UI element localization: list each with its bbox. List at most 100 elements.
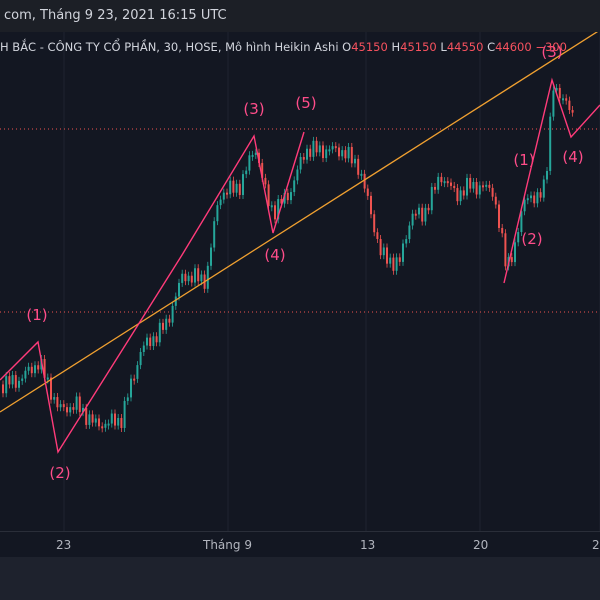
elliott-wave-lines[interactable] bbox=[0, 131, 305, 454]
candle-body bbox=[14, 375, 17, 388]
price-levels bbox=[0, 128, 600, 313]
candle-body bbox=[392, 257, 395, 271]
legend-h-value: 45150 bbox=[400, 40, 437, 54]
candle-body bbox=[341, 150, 344, 157]
candle-body bbox=[354, 158, 356, 164]
candle-body bbox=[158, 322, 161, 343]
candle-body bbox=[286, 192, 289, 201]
x-tick: 23 bbox=[56, 538, 72, 552]
candle-body bbox=[94, 418, 97, 423]
candle-body bbox=[411, 213, 414, 226]
candle-body bbox=[386, 247, 388, 264]
candle-body bbox=[325, 149, 328, 159]
candle-body bbox=[98, 418, 100, 427]
candle-body bbox=[251, 154, 254, 157]
candle-body bbox=[226, 192, 228, 195]
candle-body bbox=[152, 336, 155, 347]
candle-body bbox=[123, 400, 126, 428]
candle-body bbox=[398, 257, 401, 262]
candle-body bbox=[366, 188, 369, 196]
candle-body bbox=[146, 337, 148, 346]
candle-body bbox=[344, 150, 347, 159]
candle-body bbox=[482, 185, 484, 188]
candle-body bbox=[446, 181, 449, 184]
candle-body bbox=[2, 384, 4, 394]
candle-body bbox=[101, 426, 104, 429]
grid bbox=[63, 32, 600, 531]
candle-body bbox=[517, 232, 520, 243]
candle-body bbox=[501, 227, 504, 234]
candle-body bbox=[318, 145, 321, 153]
candle-body bbox=[306, 148, 308, 160]
candle-body bbox=[43, 359, 46, 378]
candle-body bbox=[322, 145, 324, 159]
candle-body bbox=[440, 176, 443, 183]
candle-body bbox=[82, 407, 84, 413]
candle-body bbox=[181, 273, 184, 283]
candle-body bbox=[555, 87, 558, 91]
candle-body bbox=[459, 190, 462, 202]
wave-label: (5) bbox=[295, 94, 316, 112]
candle-body bbox=[334, 146, 337, 149]
candle-body bbox=[133, 378, 136, 381]
legend-title: H BẮC - CÔNG TY CỔ PHẦN, 30, HOSE, Mô hì… bbox=[0, 40, 339, 54]
candle-body bbox=[66, 407, 68, 413]
candle-body bbox=[258, 152, 260, 163]
wave-label: (1) bbox=[513, 151, 534, 169]
candle-body bbox=[312, 140, 315, 157]
candle-body bbox=[37, 365, 40, 370]
legend-o-label: O bbox=[342, 40, 352, 54]
candle-body bbox=[434, 186, 436, 190]
candle-body bbox=[542, 179, 545, 198]
candle-body bbox=[248, 155, 251, 171]
candle-body bbox=[290, 192, 292, 201]
candle-body bbox=[136, 365, 139, 379]
candle-body bbox=[78, 396, 81, 413]
candle-body bbox=[254, 152, 257, 155]
candle-body bbox=[491, 187, 494, 197]
candle-body bbox=[171, 305, 174, 323]
x-axis[interactable]: 23 Tháng 9 13 20 2 bbox=[0, 531, 600, 558]
candle-body bbox=[565, 98, 568, 101]
candle-body bbox=[30, 366, 33, 374]
candle-body bbox=[85, 407, 88, 425]
legend-h-label: H bbox=[391, 40, 401, 54]
wave-label: (4) bbox=[264, 246, 285, 264]
candle-body bbox=[456, 188, 459, 202]
candle-body bbox=[270, 205, 273, 208]
candle-body bbox=[469, 177, 472, 189]
candle-body bbox=[552, 90, 555, 117]
candle-body bbox=[267, 184, 270, 206]
candle-body bbox=[91, 414, 94, 423]
candle-body bbox=[475, 182, 478, 195]
candle-body bbox=[53, 397, 56, 400]
candle-body bbox=[149, 337, 152, 347]
candle-body bbox=[389, 257, 392, 264]
candle-body bbox=[242, 174, 244, 196]
elliott-wave-lines-2[interactable] bbox=[503, 77, 600, 284]
candle-body bbox=[418, 207, 420, 215]
candle-body bbox=[299, 157, 302, 170]
bottom-bar bbox=[0, 557, 600, 600]
candle-body bbox=[466, 177, 468, 196]
candle-body bbox=[373, 214, 376, 233]
candle-body bbox=[421, 207, 424, 222]
candle-body bbox=[210, 247, 212, 266]
candle-body bbox=[142, 345, 145, 352]
x-tick: Tháng 9 bbox=[203, 538, 252, 552]
legend-c-label: C bbox=[487, 40, 496, 54]
candle-body bbox=[302, 157, 305, 160]
candle-body bbox=[293, 180, 296, 193]
wave-label: (3) bbox=[541, 43, 562, 61]
top-bar: com, Tháng 9 23, 2021 16:15 UTC bbox=[0, 0, 600, 33]
legend-c-value: 44600 bbox=[495, 40, 532, 54]
chart-area[interactable]: (1) (2) (3) (4) (5) (1) (2) (3) (4) bbox=[0, 32, 600, 531]
trendline[interactable] bbox=[0, 32, 600, 413]
candle-body bbox=[347, 146, 350, 159]
candle-body bbox=[46, 377, 49, 380]
candle-body bbox=[363, 173, 366, 189]
x-tick: 20 bbox=[473, 538, 489, 552]
candle-body bbox=[453, 185, 456, 189]
candle-body bbox=[360, 173, 363, 176]
candle-body bbox=[114, 413, 116, 426]
